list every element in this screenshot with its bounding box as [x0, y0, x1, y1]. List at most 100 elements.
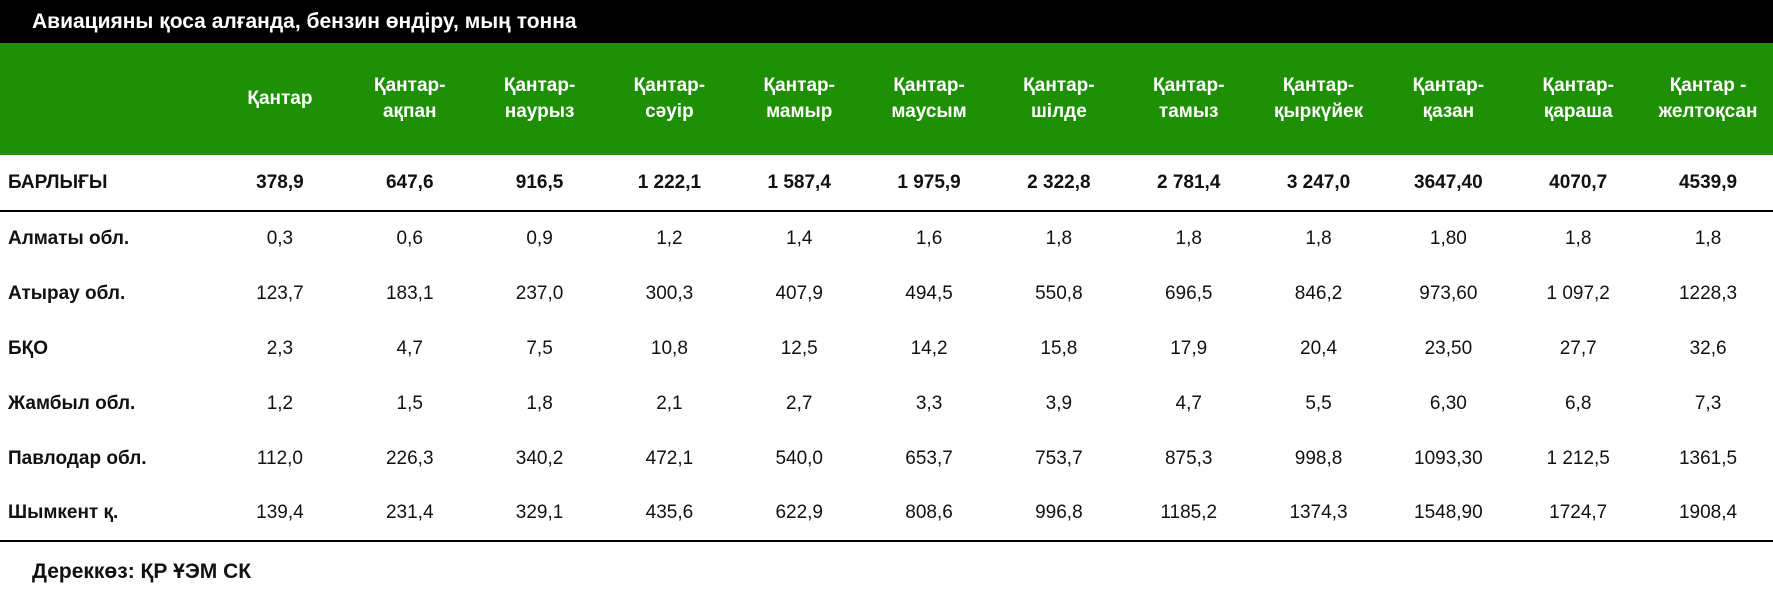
table-cell: 1 097,2 — [1546, 282, 1610, 304]
table-cell: 1,80 — [1429, 228, 1467, 249]
table-cell: 808,6 — [864, 486, 994, 542]
table-cell: 7,5 — [526, 337, 553, 359]
table-title: Авиацияны қоса алғанда, бензин өндіру, м… — [0, 0, 1773, 43]
table-cell: 6,8 — [1564, 392, 1592, 414]
table-cell: 378,9 — [215, 155, 345, 212]
table-cell: 1,8 — [526, 392, 553, 414]
table-cell: 1908,4 — [1643, 486, 1773, 542]
table-cell: 237,0 — [515, 282, 564, 304]
table-cell: 0,6 — [396, 228, 423, 249]
table-cell: 3,9 — [1045, 392, 1073, 414]
table-cell: 1724,7 — [1513, 486, 1644, 542]
data-table: Қантар Қантар-ақпан Қантар-наурыз Қантар… — [0, 43, 1773, 542]
table-cell: 2 781,4 — [1123, 155, 1254, 212]
table-cell: 996,8 — [993, 486, 1124, 542]
table-cell: 1228,3 — [1678, 282, 1738, 304]
column-header: Қантар-ақпан — [374, 75, 446, 122]
table-cell: 1 212,5 — [1546, 447, 1610, 469]
table-cell: 540,0 — [775, 447, 823, 469]
table-body: БАРЛЫҒЫ 378,9 647,6 916,5 1 222,1 1 587,4 1 97… — [0, 155, 1773, 542]
table-cell: 1,8 — [1305, 228, 1332, 249]
table-cell: 231,4 — [344, 486, 475, 542]
column-header: Қантар-сәуір — [633, 75, 706, 122]
table-cell: 0,9 — [526, 228, 553, 249]
table-cell: 1,8 — [1564, 228, 1592, 249]
table-row: Шымкент қ. 139,4 231,4 329,1 435,6 622,9 808,6… — [0, 486, 1773, 542]
table-cell: 1374,3 — [1253, 486, 1384, 542]
table-cell: 753,7 — [1035, 447, 1083, 469]
table-cell: 3647,40 — [1383, 155, 1514, 212]
total-row: БАРЛЫҒЫ 378,9 647,6 916,5 1 222,1 1 587,4 1 97… — [0, 155, 1773, 212]
table-cell: 10,8 — [650, 337, 688, 359]
table-cell: 1,8 — [1045, 228, 1073, 249]
table-cell: 4,7 — [396, 337, 423, 359]
table-cell: 653,7 — [905, 447, 953, 469]
table-cell: 2,3 — [266, 337, 294, 359]
table-cell: 14,2 — [910, 337, 948, 359]
table-cell: 27,7 — [1559, 337, 1597, 359]
table-row: Атырау обл. 123,7 183,1 237,0 300,3 407,9 494,… — [0, 266, 1773, 321]
row-label: БҚО — [8, 337, 49, 359]
table-cell: 973,60 — [1419, 282, 1478, 304]
table-cell: 916,5 — [474, 155, 605, 212]
table-cell: 2,1 — [656, 392, 683, 414]
table-cell: 4070,7 — [1513, 155, 1644, 212]
table-cell: 1 975,9 — [864, 155, 994, 212]
table-row: Павлодар обл. 112,0 226,3 340,2 472,1 540,0 65… — [0, 431, 1773, 486]
table-cell: 7,3 — [1694, 392, 1722, 414]
table-cell: 550,8 — [1035, 282, 1083, 304]
table-cell: 875,3 — [1164, 447, 1213, 469]
row-label: Атырау обл. — [8, 282, 126, 304]
column-header: Қантар - желтоқсан — [1658, 75, 1758, 122]
column-header: Қантар-мамыр — [763, 75, 835, 122]
table-cell: 17,9 — [1170, 337, 1208, 359]
table-cell: 300,3 — [645, 282, 694, 304]
table-cell: 6,30 — [1429, 392, 1467, 414]
table-cell: 1,5 — [396, 392, 423, 414]
row-label: БАРЛЫҒЫ — [0, 155, 215, 212]
table-cell: 998,8 — [1294, 447, 1343, 469]
table-cell: 1,2 — [266, 392, 294, 414]
column-header: Қантар-қыркүйек — [1273, 75, 1364, 122]
table-cell: 2,7 — [786, 392, 813, 414]
column-header: Қантар — [247, 88, 313, 109]
table-cell: 329,1 — [474, 486, 605, 542]
table-cell: 1 222,1 — [604, 155, 735, 212]
source-note: Дереккөз: ҚР ҰЭМ СК — [32, 560, 252, 583]
table-cell: 622,9 — [734, 486, 865, 542]
table-cell: 183,1 — [385, 282, 434, 304]
table-cell: 1,8 — [1175, 228, 1202, 249]
row-label: Шымкент қ. — [0, 486, 215, 542]
table-cell: 2 322,8 — [993, 155, 1124, 212]
table-cell: 435,6 — [604, 486, 735, 542]
table-cell: 846,2 — [1294, 282, 1343, 304]
row-label: Жамбыл обл. — [8, 392, 136, 414]
table-cell: 1361,5 — [1678, 447, 1738, 469]
table-row: Жамбыл обл. 1,2 1,5 1,8 2,1 2,7 3,3 3,9 4,7 5,5 6,… — [0, 376, 1773, 431]
table-cell: 0,3 — [266, 228, 294, 249]
table-cell: 1,2 — [656, 228, 683, 249]
table-cell: 3,3 — [915, 392, 943, 414]
table-cell: 5,5 — [1305, 392, 1332, 414]
table-cell: 3 247,0 — [1253, 155, 1384, 212]
table-cell: 123,7 — [256, 282, 304, 304]
table-cell: 340,2 — [515, 447, 564, 469]
table-cell: 32,6 — [1689, 337, 1727, 359]
table-cell: 1093,30 — [1414, 447, 1483, 469]
table-cell: 696,5 — [1164, 282, 1213, 304]
column-header: Қантар-қазан — [1412, 75, 1485, 122]
table-cell: 112,0 — [256, 447, 303, 469]
table-cell: 1185,2 — [1123, 486, 1254, 542]
table-cell: 472,1 — [645, 447, 694, 469]
column-header: Қантар-шілде — [1023, 75, 1095, 122]
table-cell: 494,5 — [905, 282, 953, 304]
table-cell: 226,3 — [385, 447, 434, 469]
table-cell: 1,8 — [1694, 228, 1722, 249]
table-cell: 4539,9 — [1643, 155, 1773, 212]
table-cell: 23,50 — [1424, 337, 1473, 359]
table-cell: 407,9 — [775, 282, 823, 304]
row-label: Павлодар обл. — [8, 447, 147, 469]
table-cell: 1548,90 — [1383, 486, 1514, 542]
header-corner — [0, 43, 215, 155]
table-cell: 1,6 — [915, 228, 943, 249]
